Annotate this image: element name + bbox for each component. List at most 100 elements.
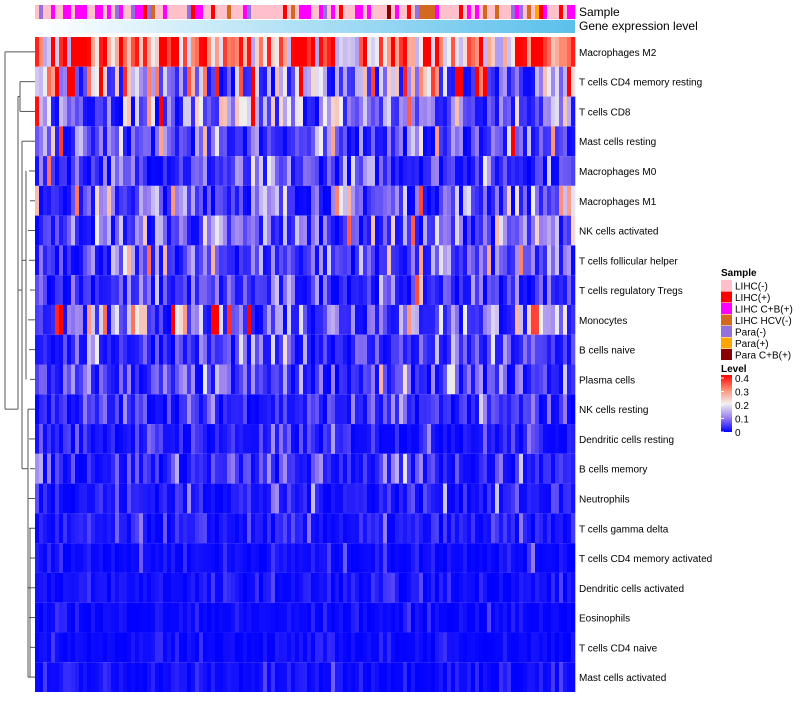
heatmap-cell: [279, 245, 284, 276]
heatmap-cell: [251, 275, 256, 305]
heatmap-cell: [223, 215, 228, 246]
heatmap-cell: [235, 394, 240, 425]
heatmap-cell: [231, 513, 236, 544]
heatmap-cell: [55, 394, 60, 425]
heatmap-cell: [167, 662, 172, 692]
heatmap-cell: [51, 215, 56, 246]
heatmap-cell: [223, 96, 228, 127]
heatmap-cell: [411, 513, 416, 544]
heatmap-cell: [419, 602, 424, 633]
heatmap-cell: [491, 245, 496, 276]
heatmap-cell: [355, 126, 360, 157]
heatmap-cell: [543, 513, 548, 544]
heatmap-cell: [367, 453, 372, 484]
heatmap-cell: [375, 37, 380, 67]
sample-cell: [495, 5, 500, 19]
heatmap-cell: [407, 37, 412, 67]
heatmap-cell: [471, 602, 476, 633]
heatmap-cell: [287, 275, 292, 305]
heatmap-cell: [527, 483, 532, 514]
heatmap-cell: [71, 483, 76, 514]
heatmap-cell: [235, 96, 240, 127]
heatmap-cell: [415, 453, 420, 484]
heatmap-cell: [283, 96, 288, 127]
heatmap-cell: [303, 66, 308, 97]
heatmap-cell: [123, 185, 128, 216]
heatmap-cell: [339, 453, 344, 484]
heatmap-cell: [479, 66, 484, 97]
heatmap-cell: [315, 215, 320, 246]
heatmap-cell: [83, 543, 88, 573]
heatmap-cell: [211, 96, 216, 127]
heatmap-cell: [167, 483, 172, 514]
heatmap-cell: [67, 304, 72, 335]
heatmap-cell: [283, 632, 288, 663]
heatmap-cell: [515, 215, 520, 246]
heatmap-cell: [247, 245, 252, 276]
heatmap-cell: [359, 96, 364, 127]
heatmap-cell: [111, 513, 116, 544]
heatmap-cell: [551, 543, 556, 573]
heatmap-cell: [99, 483, 104, 514]
heatmap-cell: [159, 453, 164, 484]
heatmap-cell: [103, 185, 108, 216]
heatmap-cell: [427, 543, 432, 573]
heatmap-cell: [427, 632, 432, 663]
heatmap-cell: [331, 602, 336, 633]
heatmap-cell: [527, 37, 532, 67]
heatmap-cell: [299, 364, 304, 395]
heatmap-cell: [239, 304, 244, 335]
heatmap-cell: [103, 394, 108, 425]
heatmap-cell: [487, 453, 492, 484]
heatmap-cell: [231, 572, 236, 603]
heatmap-cell: [87, 185, 92, 216]
heatmap-cell: [387, 394, 392, 425]
heatmap-cell: [455, 245, 460, 276]
heatmap-cell: [71, 364, 76, 395]
heatmap-cell: [127, 156, 132, 186]
heatmap-cell: [59, 37, 64, 67]
heatmap-cell: [83, 156, 88, 186]
heatmap-cell: [287, 245, 292, 276]
sample-cell: [275, 5, 280, 19]
heatmap-cell: [303, 96, 308, 127]
heatmap-cell: [303, 513, 308, 544]
heatmap-cell: [251, 572, 256, 603]
heatmap-cell: [75, 156, 80, 186]
heatmap-cell: [563, 483, 568, 514]
heatmap-cell: [239, 334, 244, 365]
heatmap-cell: [287, 215, 292, 246]
heatmap-cell: [39, 334, 44, 365]
heatmap-cell: [323, 215, 328, 246]
heatmap-cell: [139, 572, 144, 603]
heatmap-cell: [451, 453, 456, 484]
heatmap-cell: [231, 483, 236, 514]
heatmap-cell: [495, 424, 500, 454]
heatmap-cell: [407, 96, 412, 127]
heatmap-cell: [199, 572, 204, 603]
heatmap-cell: [155, 632, 160, 663]
heatmap-cell: [339, 662, 344, 692]
heatmap-cell: [151, 543, 156, 573]
heatmap-cell: [175, 185, 180, 216]
heatmap-cell: [215, 275, 220, 305]
heatmap-cell: [443, 156, 448, 186]
heatmap-cell: [447, 37, 452, 67]
heatmap-cell: [435, 453, 440, 484]
heatmap-cell: [215, 215, 220, 246]
sample-cell: [379, 5, 384, 19]
heatmap-cell: [335, 602, 340, 633]
heatmap-cell: [395, 483, 400, 514]
heatmap-cell: [571, 424, 576, 454]
heatmap-cell: [427, 662, 432, 692]
sample-cell: [51, 5, 56, 19]
heatmap-cell: [431, 245, 436, 276]
heatmap-cell: [371, 304, 376, 335]
heatmap-cell: [143, 215, 148, 246]
heatmap-cell: [247, 275, 252, 305]
heatmap-cell: [479, 304, 484, 335]
heatmap-cell: [143, 394, 148, 425]
heatmap-cell: [339, 632, 344, 663]
heatmap-cell: [419, 453, 424, 484]
